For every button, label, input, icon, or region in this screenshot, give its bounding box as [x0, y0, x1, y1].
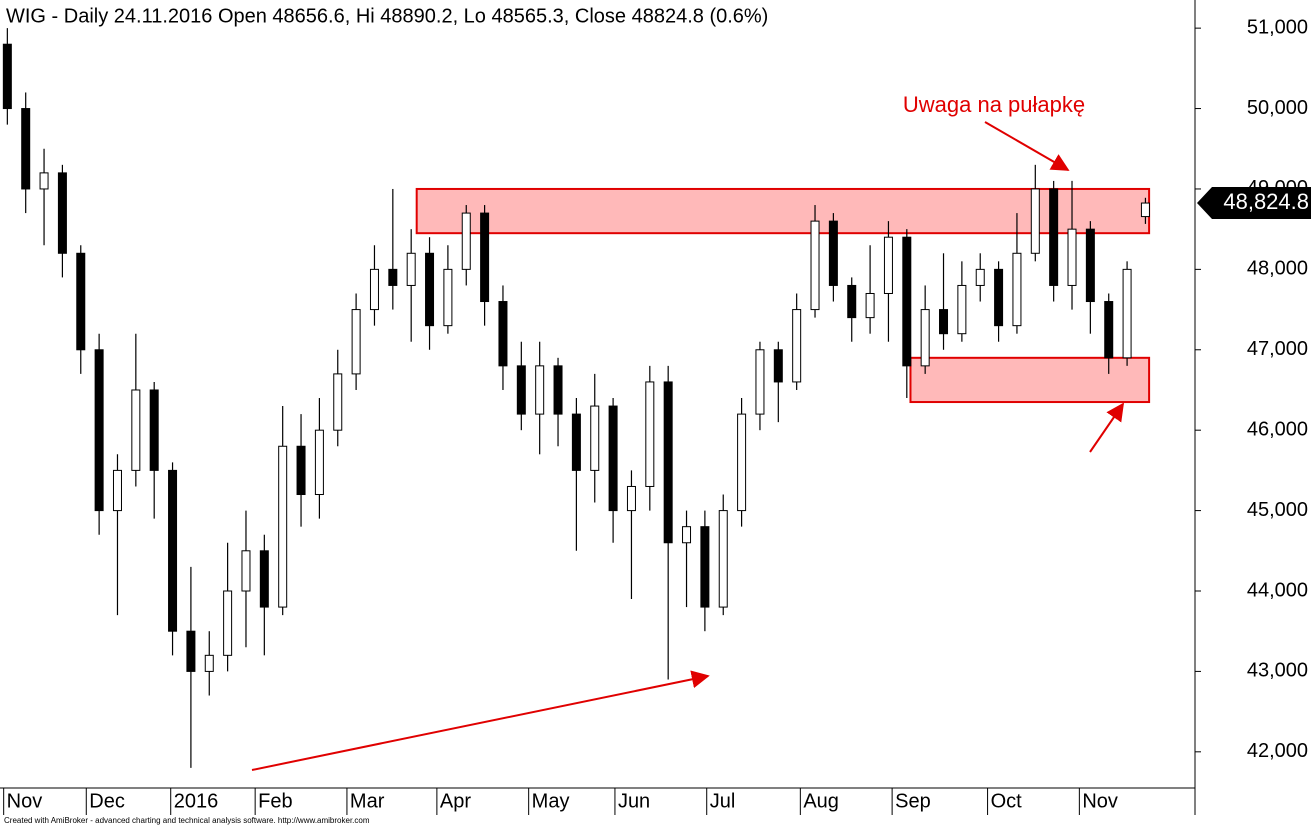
candle-body: [865, 292, 875, 319]
y-tick-label: 46,000: [1247, 418, 1308, 440]
candle-body: [975, 268, 985, 286]
candle-body: [498, 301, 508, 367]
candle-body: [700, 526, 710, 608]
x-tick-label: Jul: [710, 790, 736, 812]
candle-body: [663, 381, 673, 544]
x-tick-label: Jun: [618, 790, 650, 812]
candle-body: [94, 349, 104, 512]
y-tick-label: 48,000: [1247, 258, 1308, 280]
x-tick-label: Oct: [991, 790, 1023, 812]
candle-body: [443, 268, 453, 327]
candle-body: [204, 654, 214, 672]
x-tick-label: Mar: [350, 790, 385, 812]
candle-body: [76, 252, 86, 351]
y-tick-label: 50,000: [1247, 97, 1308, 119]
x-tick-label: Nov: [1082, 790, 1118, 812]
candle-body: [149, 389, 159, 471]
arrow: [984, 121, 1070, 171]
zones: [415, 187, 1151, 404]
candle-body: [920, 309, 930, 367]
y-tick-label: 51,000: [1247, 16, 1308, 38]
annotation: Uwaga na pułapkę: [903, 92, 1085, 117]
candle-body: [168, 469, 178, 632]
candle-body: [847, 284, 857, 319]
candle-body: [461, 212, 471, 270]
candle-body: [259, 550, 269, 608]
candle-body: [994, 268, 1004, 327]
zone: [415, 187, 1151, 235]
candle-body: [480, 212, 490, 303]
candle-body: [369, 268, 379, 311]
candle-body: [516, 365, 526, 415]
candle-body: [957, 284, 967, 335]
x-tick-label: Dec: [89, 790, 125, 812]
candle-body: [737, 413, 747, 512]
y-tick-label: 44,000: [1247, 579, 1308, 601]
footer: Created with AmiBroker - advanced charti…: [4, 816, 370, 825]
candle-body: [902, 236, 912, 367]
chart-title: WIG - Daily 24.11.2016 Open 48656.6, Hi …: [6, 5, 768, 27]
candle-body: [1049, 188, 1059, 286]
x-tick-label: Nov: [7, 790, 43, 812]
candle-body: [1012, 252, 1022, 327]
candle-body: [1067, 228, 1077, 286]
candle-body: [39, 172, 49, 190]
candle-body: [131, 389, 141, 471]
last-price-label: 48,824.8: [1223, 189, 1309, 214]
candle-body: [333, 373, 343, 431]
candle-body: [406, 252, 416, 286]
candle-body: [314, 429, 324, 496]
candles: [2, 28, 1150, 768]
x-tick-label: May: [532, 790, 570, 812]
candle-body: [223, 590, 233, 656]
zone: [909, 356, 1151, 404]
candle-body: [1140, 202, 1150, 218]
candle-body: [278, 445, 288, 608]
candle-body: [883, 236, 893, 294]
candle-body: [645, 381, 655, 487]
candle-body: [608, 405, 618, 512]
candle-body: [553, 365, 563, 415]
candle-body: [1104, 301, 1114, 359]
candle-body: [718, 510, 728, 608]
candle-body: [296, 445, 306, 496]
candle-body: [792, 309, 802, 383]
candle-body: [21, 108, 31, 190]
candle-body: [241, 550, 251, 592]
last-price-box: [1197, 187, 1311, 220]
candle-body: [571, 413, 581, 471]
candle-body: [755, 349, 765, 415]
x-tick-label: Apr: [440, 790, 471, 812]
candle-body: [590, 405, 600, 471]
candle-body: [810, 220, 820, 311]
candle-body: [535, 365, 545, 415]
candle-body: [939, 309, 949, 335]
candle-body: [186, 630, 196, 672]
candle-body: [1030, 188, 1040, 254]
arrow: [1089, 402, 1125, 453]
y-tick-label: 42,000: [1247, 740, 1308, 762]
x-tick-label: Sep: [895, 790, 931, 812]
y-tick-label: 45,000: [1247, 499, 1308, 521]
candle-body: [828, 220, 838, 286]
candle-body: [2, 43, 12, 110]
x-tick-label: Feb: [258, 790, 292, 812]
candle-body: [351, 309, 361, 375]
candle-body: [388, 268, 398, 286]
candle-body: [1085, 228, 1095, 303]
candle-body: [112, 469, 122, 512]
y-tick-label: 47,000: [1247, 338, 1308, 360]
arrow: [251, 670, 710, 771]
candle-body: [1122, 268, 1132, 359]
candle-body: [682, 526, 692, 544]
x-tick-label: 2016: [174, 790, 219, 812]
x-tick-label: Aug: [803, 790, 839, 812]
candle-body: [773, 349, 783, 383]
candle-body: [425, 252, 435, 327]
candle-body: [626, 485, 636, 512]
candle-body: [57, 172, 67, 254]
y-tick-label: 43,000: [1247, 660, 1308, 682]
